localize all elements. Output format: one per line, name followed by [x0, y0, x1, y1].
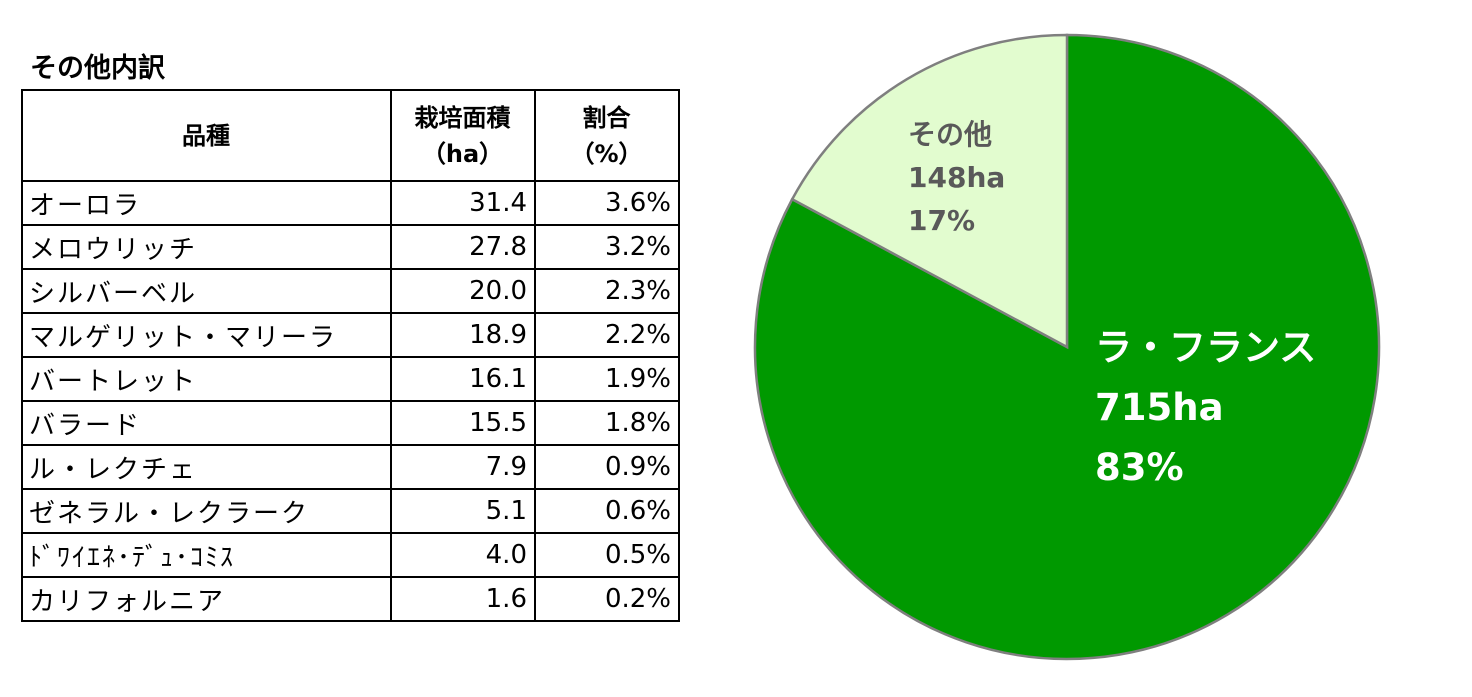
area-cell: 27.8: [390, 224, 536, 270]
area-cell: 4.0: [390, 532, 536, 578]
table-row: ル・レクチェ 7.9 0.9%: [21, 444, 680, 490]
header-area: 栽培面積 （ha）: [390, 89, 536, 182]
variety-cell: ゼネラル・レクラーク: [21, 488, 392, 534]
table-row: カリフォルニア 1.6 0.2%: [21, 576, 680, 622]
share-cell: 1.9%: [534, 356, 680, 402]
slice-label: ラ・フランス: [1095, 326, 1316, 369]
header-area-unit: （ha）: [421, 139, 504, 168]
share-cell: 0.9%: [534, 444, 680, 490]
variety-cell: ル・レクチェ: [21, 444, 392, 490]
area-cell: 16.1: [390, 356, 536, 402]
share-cell: 3.6%: [534, 180, 680, 226]
table-row: ゼネラル・レクラーク 5.1 0.6%: [21, 488, 680, 534]
share-cell: 3.2%: [534, 224, 680, 270]
area-cell: 18.9: [390, 312, 536, 358]
share-cell: 0.2%: [534, 576, 680, 622]
variety-cell: カリフォルニア: [21, 576, 392, 622]
pie-chart: ラ・フランス 715ha 83% その他 148ha 17%: [753, 33, 1381, 661]
slice-value-label: 148ha: [908, 161, 1005, 194]
area-cell: 5.1: [390, 488, 536, 534]
slice-percent-label: 83%: [1095, 446, 1184, 489]
header-share: 割合 （%）: [534, 89, 680, 182]
table-row: マルゲリット・マリーラ 18.9 2.2%: [21, 312, 680, 358]
table-row: バートレット 16.1 1.9%: [21, 356, 680, 402]
share-cell: 2.2%: [534, 312, 680, 358]
area-cell: 1.6: [390, 576, 536, 622]
header-share-label: 割合: [582, 103, 631, 132]
share-cell: 1.8%: [534, 400, 680, 446]
table-title: その他内訳: [30, 53, 165, 84]
slice-percent-label: 17%: [908, 204, 975, 237]
variety-cell: バラード: [21, 400, 392, 446]
pie-slice: [790, 33, 1069, 350]
area-cell: 7.9: [390, 444, 536, 490]
slice-label: その他: [908, 118, 992, 151]
table-row: オーロラ 31.4 3.6%: [21, 180, 680, 226]
area-cell: 31.4: [390, 180, 536, 226]
share-cell: 2.3%: [534, 268, 680, 314]
table-row: ﾄﾞﾜｲｴﾈ･ﾃﾞｭ･ｺﾐｽ 4.0 0.5%: [21, 532, 680, 578]
variety-breakdown-table: 品種 栽培面積 （ha） 割合 （%） オーロラ 31.4 3.6% メロウリッチ 2…: [21, 89, 680, 622]
table-row: バラード 15.5 1.8%: [21, 400, 680, 446]
variety-cell: シルバーベル: [21, 268, 392, 314]
variety-cell: メロウリッチ: [21, 224, 392, 270]
header-variety: 品種: [21, 89, 392, 182]
share-cell: 0.5%: [534, 532, 680, 578]
variety-cell: バートレット: [21, 356, 392, 402]
header-area-label: 栽培面積: [414, 103, 511, 132]
variety-cell: マルゲリット・マリーラ: [21, 312, 392, 358]
slice-value-label: 715ha: [1095, 386, 1224, 429]
table-header-row: 品種 栽培面積 （ha） 割合 （%）: [21, 89, 680, 182]
share-cell: 0.6%: [534, 488, 680, 534]
variety-cell: ﾄﾞﾜｲｴﾈ･ﾃﾞｭ･ｺﾐｽ: [21, 532, 392, 578]
area-cell: 20.0: [390, 268, 536, 314]
table-row: メロウリッチ 27.8 3.2%: [21, 224, 680, 270]
area-cell: 15.5: [390, 400, 536, 446]
table-row: シルバーベル 20.0 2.3%: [21, 268, 680, 314]
header-share-unit: （%）: [570, 139, 643, 168]
variety-cell: オーロラ: [21, 180, 392, 226]
